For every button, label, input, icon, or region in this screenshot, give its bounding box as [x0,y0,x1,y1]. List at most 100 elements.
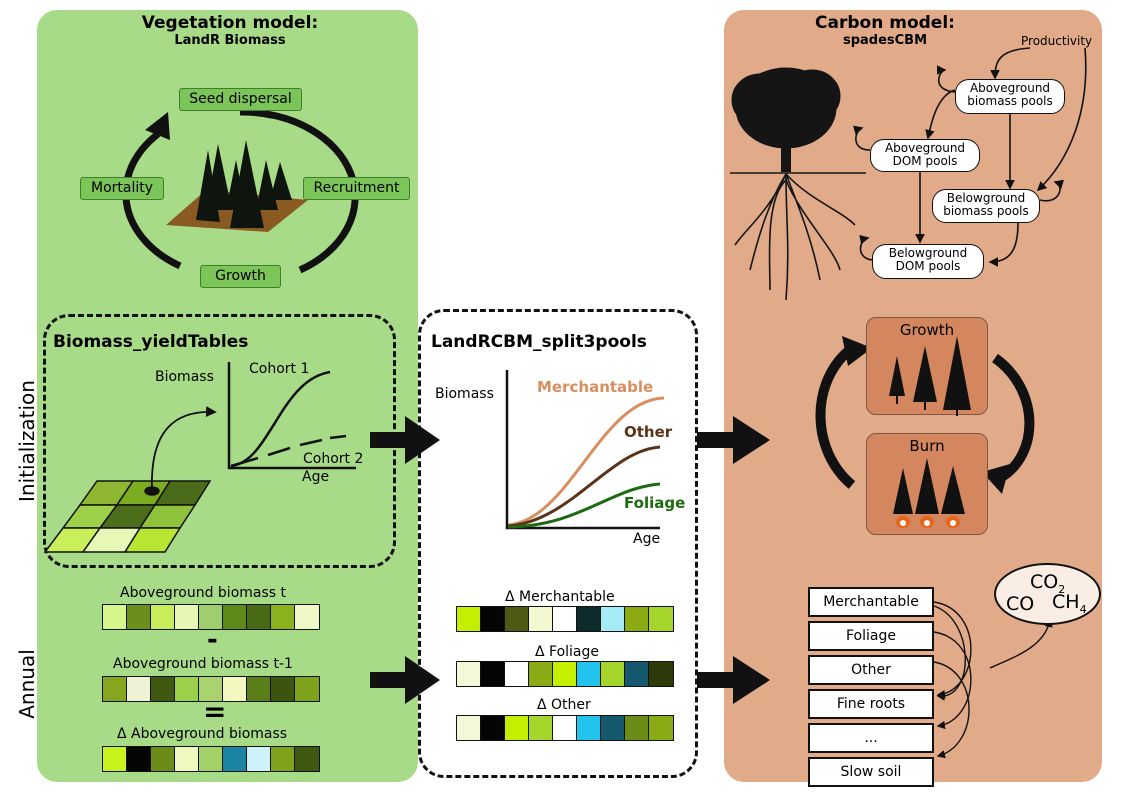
strip-cell [553,662,577,686]
forest-plot [166,140,308,232]
strip-cell [649,662,673,686]
co-label: CO [1006,593,1035,615]
ag-biomass-t-strip [102,604,320,630]
strip-cell [481,716,505,740]
vegetation-subtitle-text: LandR Biomass [174,33,286,48]
strip-cell [505,607,529,631]
cycle-arrowhead [145,112,170,140]
vegetation-model-title: Vegetation model: LandR Biomass [110,13,350,49]
strip-cell [481,662,505,686]
growth-card-label: Growth [899,321,955,339]
strip-cell [271,677,295,701]
equals-sign: = [203,695,227,728]
strip-cell [247,677,271,701]
seed-dispersal-box: Seed dispersal [179,88,302,111]
delta-other-strip [456,715,674,741]
series-foliage-label: Foliage [624,494,686,512]
strip-cell [601,607,625,631]
pool-line: Aboveground [884,141,966,155]
yield-ylabel: Biomass [155,369,214,385]
vegetation-model-panel [37,10,418,782]
carbon-pool-stack: Merchantable Foliage Other Fine roots ..… [808,587,934,791]
pool-arrows [852,47,1087,267]
productivity-label: Productivity [1021,34,1093,48]
series-other-label: Other [624,423,673,441]
strip-cell [457,662,481,686]
stack-item: Slow soil [808,757,934,787]
growth-card: Growth [866,317,988,416]
strip-cell [295,605,319,629]
pool-line: Aboveground [969,81,1051,95]
strip-cell [625,716,649,740]
strip-cell [271,747,295,771]
strip-cell [223,677,247,701]
strip-cell [553,716,577,740]
strip-cell [127,747,151,771]
stack-item: Fine roots [808,689,934,719]
strip-cell [457,607,481,631]
gas-emissions-ellipse: CO2 CO CH4 [994,563,1101,625]
pool-line: Belowground [888,246,968,260]
delta-ag-biomass-label: Δ Aboveground biomass [117,726,288,742]
mortality-box: Mortality [80,177,164,200]
split3pools-plot [505,370,665,530]
strip-cell [529,716,553,740]
stack-flow-arrows [933,601,1053,759]
ch4-label: CH4 [1052,591,1087,616]
strip-cell [175,747,199,771]
strip-cell [223,605,247,629]
strip-cell [529,662,553,686]
strip-cell [223,747,247,771]
strip-cell [247,605,271,629]
growth-box: Growth [200,265,281,288]
strip-cell [103,747,127,771]
belowground-dom-pools: Belowground DOM pools [872,244,984,279]
strip-cell [649,716,673,740]
split3pools-box [418,309,698,778]
strip-cell [625,607,649,631]
strip-cell [577,716,601,740]
aboveground-dom-pools: Aboveground DOM pools [870,139,980,172]
co2-label: CO2 [1030,571,1065,596]
strip-cell [577,607,601,631]
burn-card-label: Burn [909,437,945,455]
strip-cell [103,677,127,701]
flow-arrows [370,416,770,704]
burn-card: Burn [866,433,988,535]
carbon-title-text: Carbon model: [815,13,955,33]
strip-cell [271,605,295,629]
cohort2-label: Cohort 2 [303,451,364,467]
stack-item: Merchantable [808,587,934,617]
belowground-biomass-pools: Belowground biomass pools [932,189,1040,223]
ch4-text: CH [1052,591,1080,613]
strip-cell [103,605,127,629]
delta-other-label: Δ Other [537,697,591,713]
ag-biomass-t-label: Aboveground biomass t [120,585,286,601]
carbon-cycle-arrows [815,336,1035,494]
strip-cell [151,677,175,701]
pool-line: DOM pools [895,259,961,273]
strip-cell [505,716,529,740]
strip-cell [481,607,505,631]
grid-map [43,406,217,553]
strip-cell [295,747,319,771]
strip-cell [127,677,151,701]
strip-cell [199,677,223,701]
strip-cell [175,677,199,701]
strip-cell [577,662,601,686]
strip-cell [295,677,319,701]
minus-sign: - [207,625,218,655]
ag-biomass-t1-label: Aboveground biomass t-1 [113,656,293,672]
series-merchantable-label: Merchantable [537,378,654,396]
strip-cell [151,747,175,771]
burning-trees-icon [893,458,965,528]
aboveground-biomass-pools: Aboveground biomass pools [955,79,1065,114]
yield-table-plot [227,362,356,470]
delta-ag-biomass-strip [102,746,320,772]
strip-cell [649,607,673,631]
tree-silhouette [730,67,866,301]
recruitment-box: Recruitment [303,177,410,200]
strip-cell [601,662,625,686]
yield-xlabel: Age [302,469,330,485]
vegetation-title-text: Vegetation model: [141,13,319,33]
